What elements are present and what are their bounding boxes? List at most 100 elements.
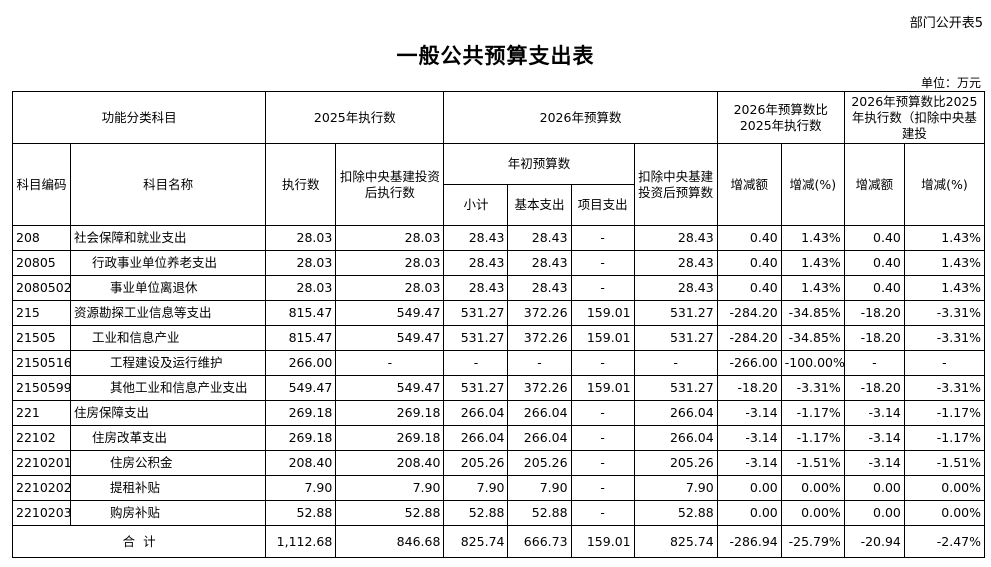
value-cell: 1.43% — [780, 225, 845, 251]
total-value: 1,112.68 — [265, 525, 337, 558]
value-cell: 28.03 — [335, 250, 445, 276]
name-cell: 行政事业单位养老支出 — [70, 250, 267, 276]
value-cell: 531.27 — [633, 325, 718, 351]
total-value: 159.01 — [570, 525, 635, 558]
value-cell: -3.14 — [716, 400, 782, 426]
header-cell: 2026年预算数比2025年执行数 — [716, 91, 845, 144]
value-cell: 7.90 — [265, 475, 337, 501]
value-cell: 28.03 — [265, 225, 337, 251]
header-row: 功能分类科目 2025年执行数 2026年预算数 2026年预算数比2025年执… — [11, 91, 986, 144]
table-note: 部门公开表5 — [909, 16, 983, 31]
value-cell: 549.47 — [335, 300, 445, 326]
page-title: 一般公共预算支出表 — [396, 44, 595, 68]
header-cell: 2025年执行数 — [265, 91, 445, 144]
code-cell: 208 — [11, 225, 72, 251]
value-cell: 266.04 — [507, 400, 572, 426]
unit-label: 单位：万元 — [920, 76, 981, 90]
total-value: 846.68 — [335, 525, 445, 558]
header-cell: 增减额 — [716, 143, 782, 226]
value-cell: 28.43 — [633, 250, 718, 276]
value-cell: -1.51% — [903, 450, 986, 476]
value-cell: 159.01 — [570, 300, 635, 326]
code-cell: 2210201 — [11, 450, 72, 476]
value-cell: -34.85% — [780, 300, 845, 326]
value-cell: 0.00% — [903, 500, 986, 526]
value-cell: 208.40 — [335, 450, 445, 476]
header-cell: 科目编码 — [11, 143, 72, 226]
value-cell: 531.27 — [443, 325, 509, 351]
value-cell: 0.40 — [843, 225, 905, 251]
name-cell: 住房保障支出 — [70, 400, 267, 426]
name-cell: 工程建设及运行维护 — [70, 350, 267, 376]
data-row: 2150599 其他工业和信息产业支出 549.47 549.47 531.27 372.… — [11, 375, 986, 401]
code-cell: 221 — [11, 400, 72, 426]
total-label: 合 计 — [11, 525, 267, 558]
total-value: 825.74 — [443, 525, 509, 558]
value-cell: - — [570, 275, 635, 301]
header-cell: 增减额 — [843, 143, 905, 226]
header-cell: 增减(%) — [780, 143, 845, 226]
value-cell: 372.26 — [507, 300, 572, 326]
name-cell: 其他工业和信息产业支出 — [70, 375, 267, 401]
value-cell: 1.43% — [903, 275, 986, 301]
name-cell: 工业和信息产业 — [70, 325, 267, 351]
value-cell: 28.03 — [335, 225, 445, 251]
table-head: 功能分类科目 2025年执行数 2026年预算数 2026年预算数比2025年执… — [11, 91, 986, 226]
value-cell: 266.00 — [265, 350, 337, 376]
value-cell: -3.14 — [716, 425, 782, 451]
value-cell: 28.43 — [633, 225, 718, 251]
header-cell: 年初预算数 — [443, 143, 635, 185]
value-cell: -3.31% — [903, 325, 986, 351]
value-cell: 0.00% — [780, 500, 845, 526]
header-cell: 项目支出 — [570, 184, 635, 226]
value-cell: 1.43% — [903, 250, 986, 276]
data-row: 2080502 事业单位离退休 28.03 28.03 28.43 28.43-28.43… — [11, 275, 986, 301]
value-cell: - — [570, 400, 635, 426]
value-cell: 28.03 — [335, 275, 445, 301]
value-cell: 269.18 — [335, 425, 445, 451]
value-cell: -3.31% — [780, 375, 845, 401]
name-cell: 社会保障和就业支出 — [70, 225, 267, 251]
name-cell: 购房补贴 — [70, 500, 267, 526]
value-cell: - — [570, 450, 635, 476]
total-value: 666.73 — [507, 525, 572, 558]
value-cell: -3.31% — [903, 375, 986, 401]
table-body: 208 社会保障和就业支出 28.03 28.03 28.43 28.43-28.43 0.… — [11, 225, 986, 558]
value-cell: 159.01 — [570, 375, 635, 401]
value-cell: -3.14 — [843, 450, 905, 476]
value-cell: -1.17% — [903, 400, 986, 426]
code-cell: 2210203 — [11, 500, 72, 526]
header-cell: 小计 — [443, 184, 509, 226]
value-cell: 205.26 — [507, 450, 572, 476]
value-cell: -3.14 — [716, 450, 782, 476]
data-row: 2210203 购房补贴 52.88 52.88 52.88 52.88-52.88 0.0… — [11, 500, 986, 526]
total-value: -25.79% — [780, 525, 845, 558]
value-cell: 28.43 — [507, 275, 572, 301]
code-cell: 2150516 — [11, 350, 72, 376]
name-cell: 提租补贴 — [70, 475, 267, 501]
value-cell: 531.27 — [633, 300, 718, 326]
header-row: 科目编码 科目名称 执行数 扣除中央基建投资后执行数 年初预算数 扣除中央基建投… — [11, 143, 986, 226]
code-cell: 20805 — [11, 250, 72, 276]
header-cell: 扣除中央基建投资后执行数 — [335, 143, 445, 226]
value-cell: -284.20 — [716, 300, 782, 326]
value-cell: -100.00% — [780, 350, 845, 376]
value-cell: 372.26 — [507, 325, 572, 351]
value-cell: - — [335, 350, 445, 376]
value-cell: 28.03 — [265, 250, 337, 276]
value-cell: 0.40 — [716, 225, 782, 251]
value-cell: -1.17% — [903, 425, 986, 451]
header-cell: 增减(%) — [903, 143, 986, 226]
value-cell: 549.47 — [265, 375, 337, 401]
value-cell: 52.88 — [443, 500, 509, 526]
value-cell: 208.40 — [265, 450, 337, 476]
value-cell: 269.18 — [265, 400, 337, 426]
value-cell: 815.47 — [265, 325, 337, 351]
value-cell: 266.04 — [443, 400, 509, 426]
value-cell: 531.27 — [443, 300, 509, 326]
header-row: 小计 基本支出 项目支出 — [13, 184, 985, 226]
value-cell: - — [570, 225, 635, 251]
value-cell: -18.20 — [843, 375, 905, 401]
data-row: 221 住房保障支出 269.18 269.18 266.04 266.04-266.04… — [11, 400, 986, 426]
